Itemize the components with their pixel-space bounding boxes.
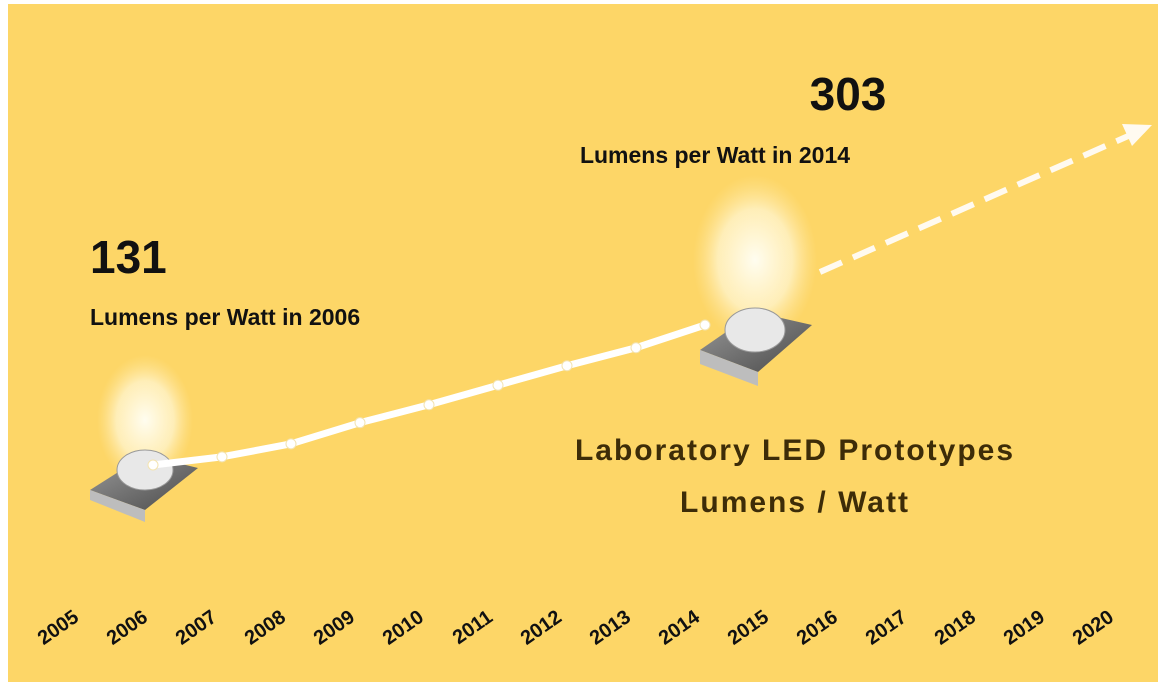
data-point [147,459,159,471]
annotation-value: 303 [810,68,887,120]
led-2014 [693,175,817,386]
chart-title: Laboratory LED Prototypes [575,434,1015,467]
chart-subtitle: Lumens / Watt [680,486,910,519]
data-point [285,438,297,450]
annotation-note: Lumens per Watt in 2006 [90,304,360,330]
data-point [354,417,366,429]
data-point [630,342,642,354]
background [8,4,1158,682]
data-point [216,451,228,463]
trend-arrow [818,124,1152,275]
data-point [423,399,435,411]
data-point [561,360,573,372]
annotation-value: 131 [90,231,167,283]
annotation-note: Lumens per Watt in 2014 [580,142,850,168]
data-point [492,379,504,391]
led-2006 [90,355,198,522]
data-point [699,319,711,331]
